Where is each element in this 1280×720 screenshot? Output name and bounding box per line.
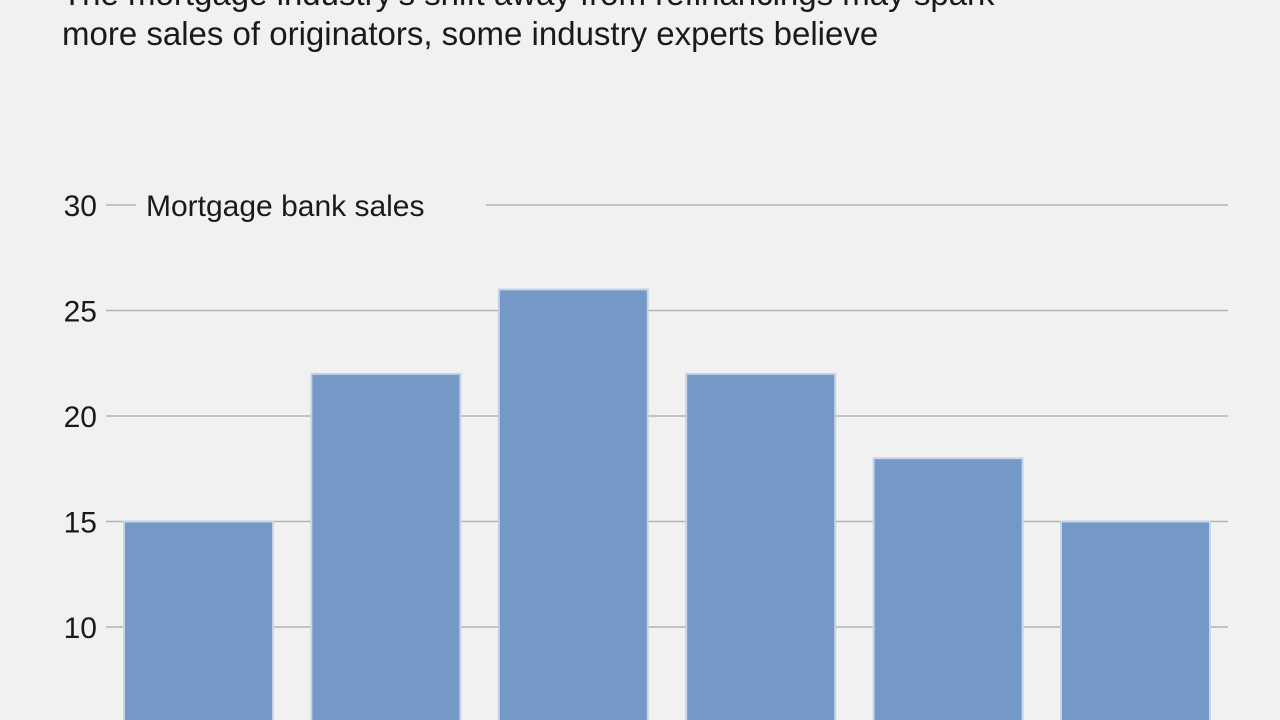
y-tick-label-15: 15: [64, 507, 97, 540]
subtitle-line-1: The mortgage industry's shift away from …: [62, 0, 1262, 14]
y-tick-label-5: 5: [80, 718, 97, 720]
bar-4: [685, 372, 837, 720]
y-tick-label-10: 10: [64, 612, 97, 645]
bar-2: [310, 372, 462, 720]
chart-subtitle: The mortgage industry's shift away from …: [62, 0, 1262, 54]
y-tick-label-25: 25: [64, 296, 97, 329]
y-tick-label-20: 20: [64, 401, 97, 434]
bar-5: [872, 457, 1024, 720]
bar-1: [123, 520, 274, 720]
bar-6: [1060, 520, 1211, 720]
subtitle-line-2: more sales of originators, some industry…: [62, 15, 879, 52]
bar-3: [497, 288, 649, 720]
y-tick-label-30: 30: [64, 190, 97, 223]
series-label: Mortgage bank sales: [146, 190, 425, 223]
